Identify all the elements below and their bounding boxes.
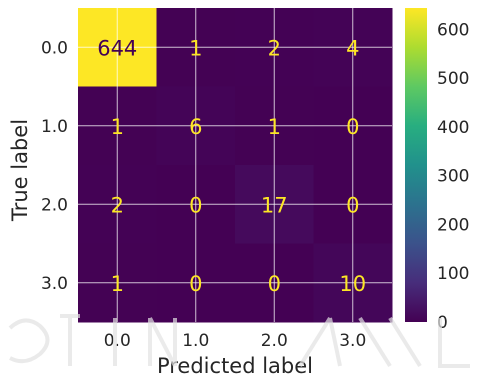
x-tick-label: 1.0 — [182, 331, 209, 351]
cell-value-label: 4 — [346, 36, 359, 60]
x-tick-label: 2.0 — [261, 331, 288, 351]
y-axis-label: True label — [8, 119, 32, 222]
colorbar-tick-label: 0 — [437, 313, 448, 333]
colorbar-tick-label: 200 — [437, 215, 469, 235]
cell-value-label: 10 — [339, 272, 366, 296]
cell-value-label: 1 — [111, 272, 124, 296]
cell-value-labels: 644 1 2 41 6 1 02 0 17 01 0 0 10 — [97, 36, 366, 296]
y-tick-label: 0.0 — [41, 38, 68, 58]
y-axis-ticks: 0.0 1.0 2.0 3.0 — [41, 38, 68, 294]
y-tick-label: 3.0 — [41, 274, 68, 294]
cell-value-label: 0 — [189, 193, 202, 217]
cell-value-label: 644 — [97, 36, 137, 60]
cell-value-label: 1 — [189, 36, 202, 60]
cell-value-label: 0 — [189, 272, 202, 296]
x-tick-label: 3.0 — [339, 331, 366, 351]
colorbar-tick-label: 100 — [437, 264, 469, 284]
colorbar — [405, 8, 427, 322]
colorbar-ticks: 0 100 200 300 400 500 600 — [437, 20, 469, 333]
x-tick-label: 0.0 — [104, 331, 131, 351]
cell-value-label: 0 — [346, 193, 359, 217]
y-tick-label: 1.0 — [41, 117, 68, 137]
cell-value-label: 0 — [268, 272, 281, 296]
colorbar-tick-label: 400 — [437, 118, 469, 138]
colorbar-tick-label: 500 — [437, 69, 469, 89]
y-tick-label: 2.0 — [41, 195, 68, 215]
colorbar-tick-label: 300 — [437, 167, 469, 187]
cell-value-label: 17 — [261, 193, 288, 217]
cell-value-label: 2 — [268, 36, 281, 60]
cell-value-label: 1 — [268, 115, 281, 139]
heatmap-grid — [78, 8, 392, 322]
x-axis-ticks: 0.0 1.0 2.0 3.0 — [104, 331, 367, 351]
watermark-background — [8, 314, 470, 368]
cell-value-label: 2 — [111, 193, 124, 217]
cell-value-label: 1 — [111, 115, 124, 139]
cell-value-label: 0 — [346, 115, 359, 139]
cell-value-label: 6 — [189, 115, 202, 139]
x-axis-label: Predicted label — [157, 354, 313, 378]
colorbar-tick-label: 600 — [437, 20, 469, 40]
